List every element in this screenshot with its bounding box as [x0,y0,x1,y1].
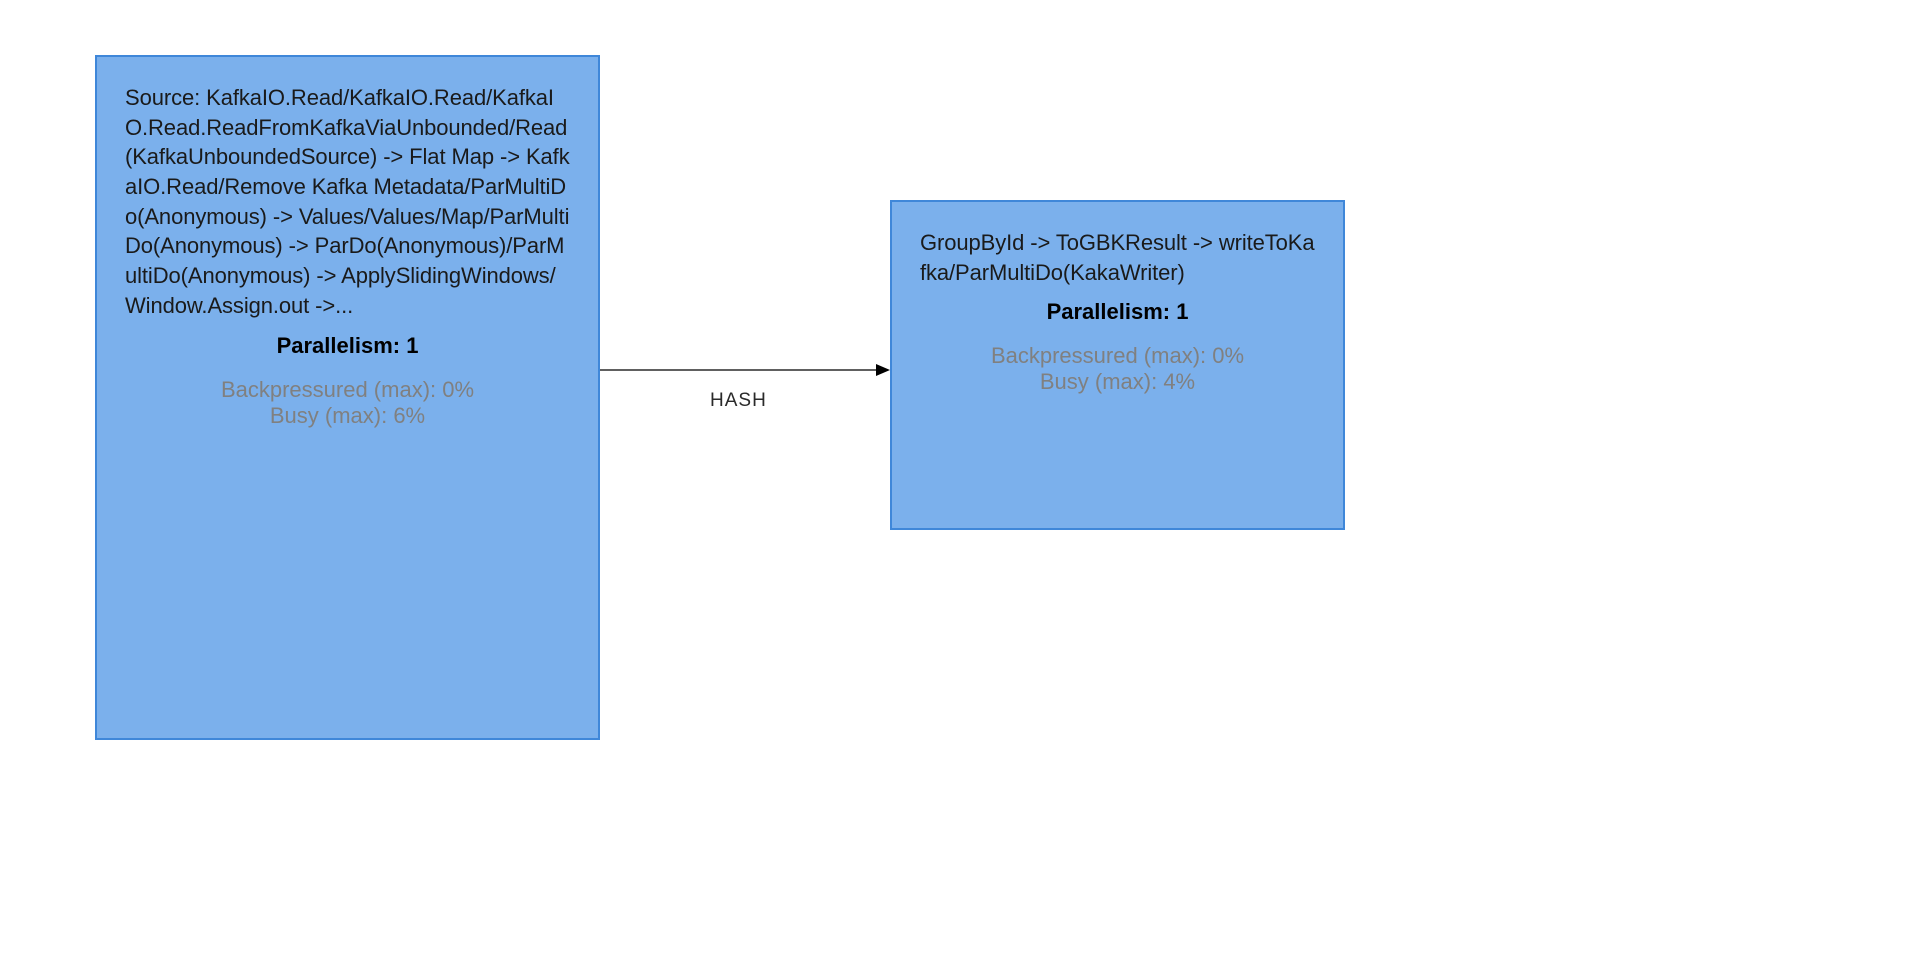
edge-arrow [0,0,1920,976]
edge-label: HASH [710,390,767,412]
